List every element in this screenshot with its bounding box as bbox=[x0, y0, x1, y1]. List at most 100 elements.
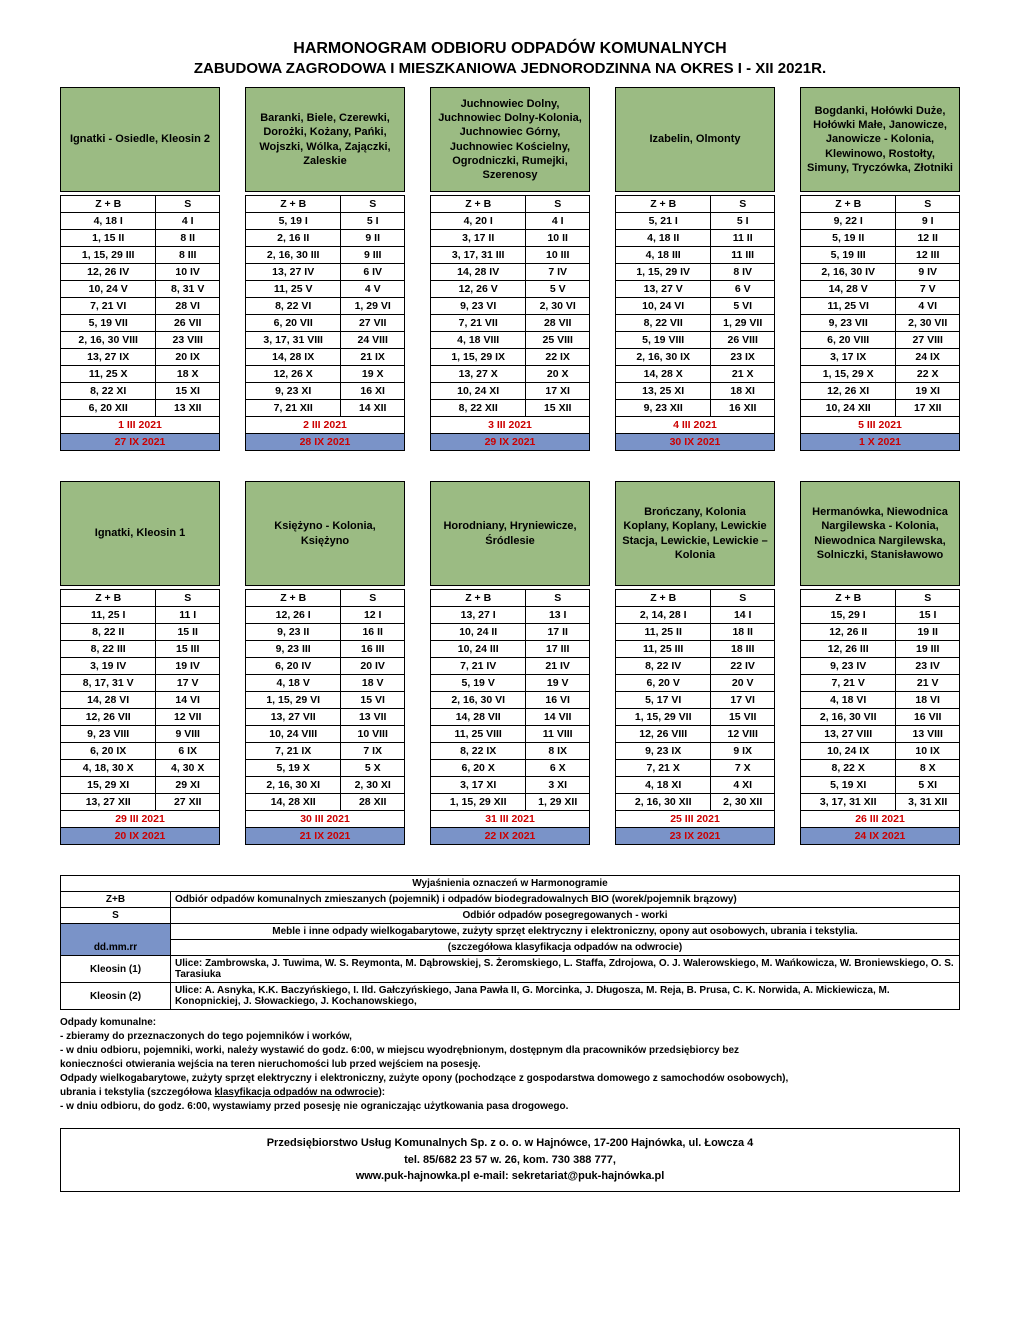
table-row: 4, 18 II11 II bbox=[616, 230, 775, 247]
cell-zb: 11, 25 X bbox=[61, 366, 156, 383]
table-row: 1, 15, 29 III8 III bbox=[61, 247, 220, 264]
cell-zb: 2, 16 II bbox=[246, 230, 341, 247]
cell-zb: 8, 22 IX bbox=[431, 743, 526, 760]
cell-s: 18 III bbox=[711, 641, 775, 658]
table-row: 8, 22 XII15 XII bbox=[431, 400, 590, 417]
red-date-row: 29 III 2021 bbox=[61, 811, 220, 828]
cell-s: 5 VI bbox=[711, 298, 775, 315]
cell-zb: 9, 23 VIII bbox=[61, 726, 156, 743]
cell-zb: 10, 24 III bbox=[431, 641, 526, 658]
cell-zb: 8, 22 IV bbox=[616, 658, 711, 675]
cell-s: 6 V bbox=[711, 281, 775, 298]
cell-zb: 1, 15, 29 IX bbox=[431, 349, 526, 366]
table-row: 9, 22 I9 I bbox=[801, 213, 960, 230]
red-date: 26 III 2021 bbox=[801, 811, 960, 828]
table-row: 14, 28 VI14 VI bbox=[61, 692, 220, 709]
cell-s: 12 I bbox=[341, 607, 405, 624]
cell-s: 10 IX bbox=[896, 743, 960, 760]
blue-date-row: 21 IX 2021 bbox=[246, 828, 405, 845]
table-row: 13, 25 XI18 XI bbox=[616, 383, 775, 400]
table-row: 8, 22 X8 X bbox=[801, 760, 960, 777]
cell-s: 8 X bbox=[896, 760, 960, 777]
cell-zb: 4, 18, 30 X bbox=[61, 760, 156, 777]
cell-s: 24 VIII bbox=[341, 332, 405, 349]
schedule-block: Księżyno - Kolonia, KsiężynoZ + BS12, 26… bbox=[245, 481, 405, 845]
cell-s: 29 XI bbox=[156, 777, 220, 794]
cell-s: 16 VI bbox=[526, 692, 590, 709]
block-header: Ignatki, Kleosin 1 bbox=[60, 481, 220, 586]
red-date-row: 26 III 2021 bbox=[801, 811, 960, 828]
cell-zb: 12, 26 XI bbox=[801, 383, 896, 400]
table-row: 1, 15, 29 IV8 IV bbox=[616, 264, 775, 281]
cell-zb: 7, 21 VII bbox=[431, 315, 526, 332]
cell-zb: 11, 25 III bbox=[616, 641, 711, 658]
cell-zb: 8, 22 II bbox=[61, 624, 156, 641]
cell-s: 27 VIII bbox=[896, 332, 960, 349]
cell-zb: 8, 22 III bbox=[61, 641, 156, 658]
schedule-table: Z + BS4, 20 I4 I3, 17 II10 II3, 17, 31 I… bbox=[430, 195, 590, 451]
table-row: 12, 26 IV10 IV bbox=[61, 264, 220, 281]
blue-date: 1 X 2021 bbox=[801, 434, 960, 451]
schedule-table: Z + BS5, 19 I5 I2, 16 II9 II2, 16, 30 II… bbox=[245, 195, 405, 451]
cell-s: 6 IV bbox=[341, 264, 405, 281]
cell-s: 13 I bbox=[526, 607, 590, 624]
table-row: 13, 27 IX20 IX bbox=[61, 349, 220, 366]
cell-s: 21 V bbox=[896, 675, 960, 692]
table-row: 12, 26 VIII12 VIII bbox=[616, 726, 775, 743]
table-row: 6, 20 IX6 IX bbox=[61, 743, 220, 760]
table-row: 6, 20 X6 X bbox=[431, 760, 590, 777]
cell-s: 15 II bbox=[156, 624, 220, 641]
table-row: 9, 23 XII16 XII bbox=[616, 400, 775, 417]
cell-s: 15 I bbox=[896, 607, 960, 624]
schedule-table: Z + BS13, 27 I13 I10, 24 II17 II10, 24 I… bbox=[430, 589, 590, 845]
legend-blue2: (szczegółowa klasyfikacja odpadów na odw… bbox=[171, 940, 960, 956]
cell-s: 14 VI bbox=[156, 692, 220, 709]
legend-zb: Odbiór odpadów komunalnych zmieszanych (… bbox=[171, 892, 960, 908]
cell-zb: 5, 19 VII bbox=[61, 315, 156, 332]
schedule-table: Z + BS5, 21 I5 I4, 18 II11 II4, 18 III11… bbox=[615, 195, 775, 451]
th-zb: Z + B bbox=[801, 590, 896, 607]
cell-zb: 14, 28 XII bbox=[246, 794, 341, 811]
cell-s: 22 X bbox=[896, 366, 960, 383]
table-row: 2, 16, 30 VI16 VI bbox=[431, 692, 590, 709]
table-row: 11, 25 II18 II bbox=[616, 624, 775, 641]
cell-zb: 9, 23 IV bbox=[801, 658, 896, 675]
table-row: 7, 21 XII14 XII bbox=[246, 400, 405, 417]
block-header: Juchnowiec Dolny, Juchnowiec Dolny-Kolon… bbox=[430, 87, 590, 192]
cell-zb: 1, 15 II bbox=[61, 230, 156, 247]
cell-zb: 7, 21 IV bbox=[431, 658, 526, 675]
cell-zb: 2, 16, 30 IX bbox=[616, 349, 711, 366]
table-row: 9, 23 VI2, 30 VI bbox=[431, 298, 590, 315]
cell-s: 9 IV bbox=[896, 264, 960, 281]
table-row: 8, 22 IV22 IV bbox=[616, 658, 775, 675]
cell-s: 11 III bbox=[711, 247, 775, 264]
th-zb: Z + B bbox=[246, 590, 341, 607]
table-row: 2, 16, 30 IV9 IV bbox=[801, 264, 960, 281]
table-row: 5, 19 VIII26 VIII bbox=[616, 332, 775, 349]
cell-s: 12 II bbox=[896, 230, 960, 247]
table-row: 5, 17 VI17 VI bbox=[616, 692, 775, 709]
th-zb: Z + B bbox=[246, 196, 341, 213]
schedule-row-1: Ignatki - Osiedle, Kleosin 2Z + BS4, 18 … bbox=[60, 87, 960, 451]
block-header: Horodniany, Hryniewicze, Śródlesie bbox=[430, 481, 590, 586]
cell-zb: 4, 18 V bbox=[246, 675, 341, 692]
table-row: 2, 16, 30 IX23 IX bbox=[616, 349, 775, 366]
table-row: 11, 25 VI4 VI bbox=[801, 298, 960, 315]
note-line: - zbieramy do przeznaczonych do tego poj… bbox=[60, 1030, 960, 1044]
cell-s: 8 III bbox=[156, 247, 220, 264]
table-row: 10, 24 V8, 31 V bbox=[61, 281, 220, 298]
schedule-block: Ignatki, Kleosin 1Z + BS11, 25 I11 I8, 2… bbox=[60, 481, 220, 845]
table-row: 14, 28 V7 V bbox=[801, 281, 960, 298]
cell-zb: 13, 27 VII bbox=[246, 709, 341, 726]
cell-s: 23 VIII bbox=[156, 332, 220, 349]
schedule-table: Z + BS11, 25 I11 I8, 22 II15 II8, 22 III… bbox=[60, 589, 220, 845]
table-row: 15, 29 I15 I bbox=[801, 607, 960, 624]
cell-s: 22 IX bbox=[526, 349, 590, 366]
table-row: 11, 25 I11 I bbox=[61, 607, 220, 624]
table-row: 1, 15, 29 XII1, 29 XII bbox=[431, 794, 590, 811]
cell-zb: 14, 28 VII bbox=[431, 709, 526, 726]
table-row: 2, 16, 30 VII16 VII bbox=[801, 709, 960, 726]
cell-zb: 9, 23 XI bbox=[246, 383, 341, 400]
table-row: 3, 17 XI3 XI bbox=[431, 777, 590, 794]
cell-s: 28 XII bbox=[341, 794, 405, 811]
